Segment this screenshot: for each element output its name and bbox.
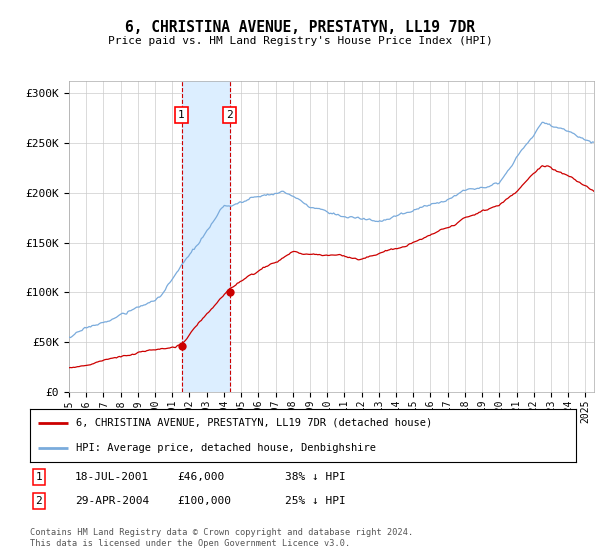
Text: 29-APR-2004: 29-APR-2004 — [75, 496, 149, 506]
Text: £46,000: £46,000 — [177, 472, 224, 482]
Text: 18-JUL-2001: 18-JUL-2001 — [75, 472, 149, 482]
Text: 2: 2 — [35, 496, 43, 506]
Bar — [182, 81, 230, 392]
Text: £100,000: £100,000 — [177, 496, 231, 506]
Text: HPI: Average price, detached house, Denbighshire: HPI: Average price, detached house, Denb… — [76, 443, 376, 453]
Text: 6, CHRISTINA AVENUE, PRESTATYN, LL19 7DR: 6, CHRISTINA AVENUE, PRESTATYN, LL19 7DR — [125, 20, 475, 35]
Text: Price paid vs. HM Land Registry's House Price Index (HPI): Price paid vs. HM Land Registry's House … — [107, 36, 493, 46]
Text: 38% ↓ HPI: 38% ↓ HPI — [285, 472, 346, 482]
Text: 2: 2 — [226, 110, 233, 120]
Text: 6, CHRISTINA AVENUE, PRESTATYN, LL19 7DR (detached house): 6, CHRISTINA AVENUE, PRESTATYN, LL19 7DR… — [76, 418, 433, 428]
Text: 1: 1 — [35, 472, 43, 482]
Text: Contains HM Land Registry data © Crown copyright and database right 2024.
This d: Contains HM Land Registry data © Crown c… — [30, 528, 413, 548]
Text: 25% ↓ HPI: 25% ↓ HPI — [285, 496, 346, 506]
Text: 1: 1 — [178, 110, 185, 120]
